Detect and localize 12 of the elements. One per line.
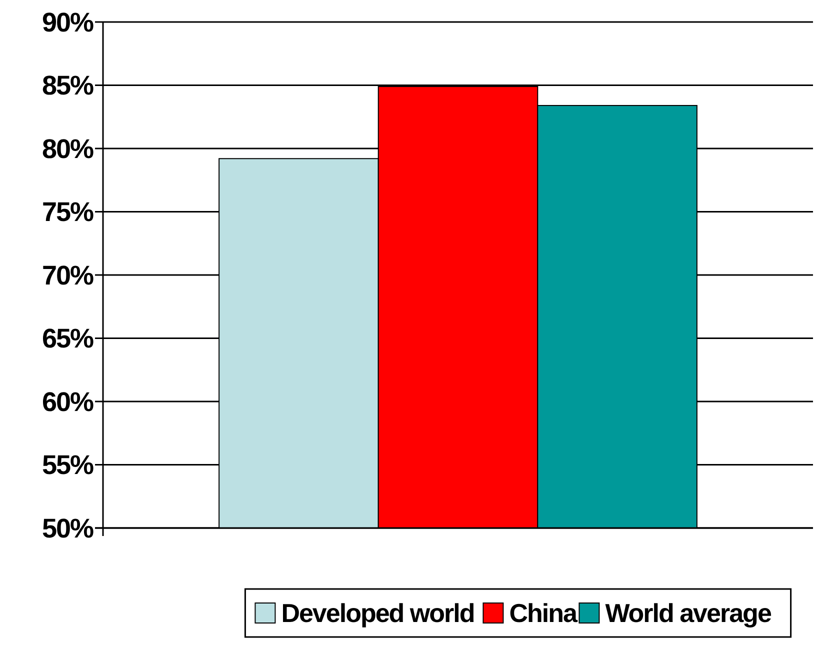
y-tick-label: 90% — [42, 7, 94, 38]
legend-label: China — [509, 598, 578, 628]
y-tick-label: 75% — [42, 197, 94, 228]
y-tick-label: 70% — [42, 260, 94, 290]
y-tick-label: 65% — [42, 324, 94, 354]
y-tick-label: 60% — [42, 386, 94, 417]
y-tick-label: 80% — [42, 134, 94, 164]
legend-label: World average — [605, 598, 772, 628]
legend-label: Developed world — [281, 598, 474, 628]
y-tick-label: 50% — [42, 513, 94, 544]
y-tick-label: 85% — [42, 70, 94, 101]
y-tick-label: 55% — [42, 450, 94, 480]
